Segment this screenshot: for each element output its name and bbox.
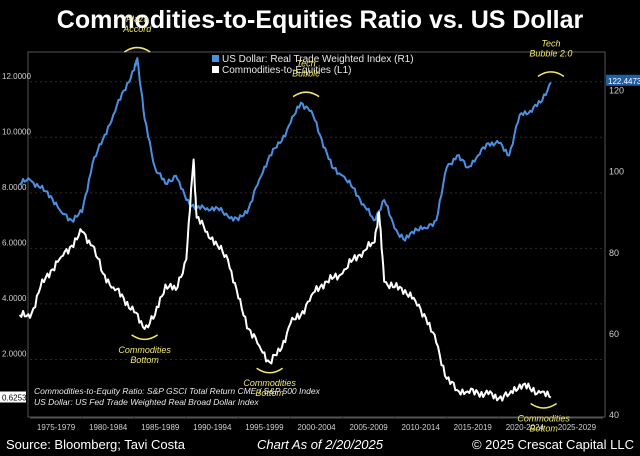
y-left-tick-label: 12.0000	[2, 72, 31, 81]
y-left-tick-label: 10.0000	[2, 127, 31, 136]
ratio-last-value: 0.6253	[2, 394, 27, 403]
annotation-arc	[292, 91, 320, 98]
x-tick-label: 2020-2024	[506, 423, 545, 432]
x-tick-label: 2000-2004	[297, 423, 336, 432]
annotation-label: Bubble 2.0	[529, 48, 572, 58]
y-right-tick-label: 40	[609, 410, 619, 420]
legend-label: Commodities-to-Equities (L1)	[222, 65, 352, 76]
annotation-label: Commodities	[118, 345, 171, 355]
annotation-label: Commodities	[517, 414, 570, 424]
x-tick-label: 2010-2014	[402, 423, 441, 432]
chart-note: US Dollar: US Fed Trade Weighted Real Br…	[34, 397, 259, 407]
y-left-tick-label: 2.0000	[2, 349, 27, 358]
y-left-tick-label: 8.0000	[2, 183, 27, 192]
annotation-arc	[123, 46, 151, 53]
y-right-tick-label: 100	[609, 167, 624, 177]
annotation-label: Accord	[122, 24, 152, 34]
annotation-label: Bubble	[292, 69, 320, 79]
y-right-tick-label: 60	[609, 329, 619, 339]
usd-last-value: 122.4473	[608, 77, 640, 86]
legend-label: US Dollar: Real Trade Weighted Index (R1…	[222, 54, 414, 65]
x-tick-label: 1995-1999	[245, 423, 284, 432]
annotation-label: Tech	[296, 59, 315, 69]
source-text: Source: Bloomberg; Tavi Costa	[6, 437, 185, 452]
x-tick-label: 2005-2009	[349, 423, 388, 432]
annotation-arc	[530, 402, 558, 409]
ratio-last-value-badge	[0, 391, 26, 403]
chart-note: Commodities-to-Equity Ratio: S&P GSCI To…	[34, 386, 321, 396]
annotation-label: Bottom	[255, 388, 284, 398]
annotation-arc	[537, 71, 565, 78]
annotation-label: Commodities	[243, 378, 296, 388]
legend-swatch	[212, 66, 219, 73]
plot-frame	[27, 51, 606, 418]
as-of-text: Chart As of 2/20/2025	[257, 437, 383, 452]
x-tick-label: 1985-1989	[141, 423, 180, 432]
annotation-label: Tech	[541, 38, 560, 48]
annotation-label: Bottom	[130, 355, 159, 365]
annotation-arc	[131, 334, 159, 341]
chart-title: Commodities-to-Equities Ratio vs. US Dol…	[56, 6, 584, 34]
y-left-tick-label: 4.0000	[2, 294, 27, 303]
annotation-label: Bottom	[529, 424, 558, 434]
ratio-series-line	[18, 158, 552, 402]
footer: Source: Bloomberg; Tavi Costa Chart As o…	[0, 436, 640, 456]
x-tick-label: 1980-1984	[89, 423, 128, 432]
annotation-label: Plaza	[126, 14, 149, 24]
x-tick-label: 2015-2019	[454, 423, 493, 432]
usd-last-value-badge	[606, 74, 640, 86]
legend-swatch	[212, 55, 219, 62]
x-tick-label: 1990-1994	[193, 423, 232, 432]
x-tick-label: 1975-1979	[37, 423, 76, 432]
annotation-arc	[256, 367, 284, 374]
y-left-tick-label: 6.0000	[2, 238, 27, 247]
x-tick-label: 2025-2029	[558, 423, 597, 432]
y-right-tick-label: 120	[609, 86, 624, 96]
usd-series-line	[19, 57, 552, 242]
y-right-tick-label: 80	[609, 248, 619, 258]
copyright-text: © 2025 Crescat Capital LLC	[471, 437, 634, 452]
